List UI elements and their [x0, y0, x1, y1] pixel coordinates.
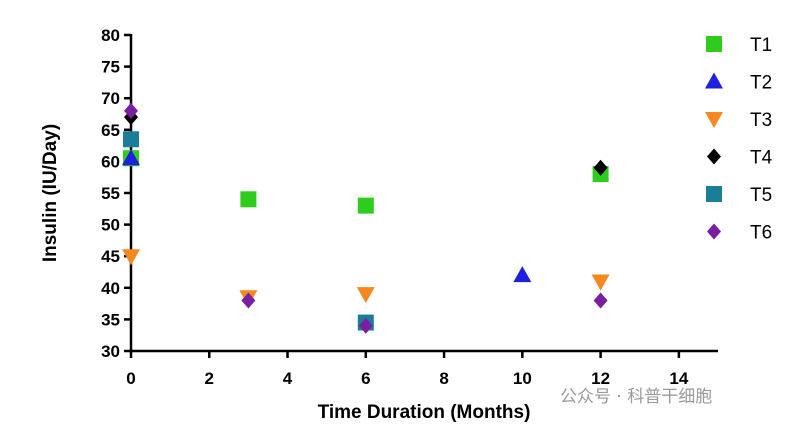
data-point-t6-3 [593, 292, 608, 309]
x-tick-label: 4 [283, 369, 293, 388]
tick-labels: 30 35 40 45 50 55 60 65 70 75 80 0 2 4 6 8 10 12 14 [101, 26, 689, 388]
y-tick-label: 65 [101, 121, 120, 140]
data-point-t2-1 [513, 266, 532, 283]
legend-label-t6: T6 [750, 223, 772, 244]
legend-marker-t1 [706, 36, 722, 52]
y-tick-label: 40 [101, 279, 120, 298]
data-point-t3-3 [591, 274, 610, 291]
x-axis-title: Time Duration (Months) [318, 402, 531, 423]
x-tick-label: 2 [205, 369, 214, 388]
x-tick-label: 10 [513, 369, 532, 388]
x-tick-label: 14 [669, 369, 688, 388]
data-point-t1-2 [357, 197, 374, 214]
y-axis-title: Insulin (IU/Day) [40, 124, 61, 262]
y-tick-label: 75 [101, 58, 120, 77]
y-tick-label: 70 [101, 89, 120, 108]
legend-marker-t5 [706, 186, 722, 202]
legend-label-t5: T5 [750, 185, 772, 206]
data-points [122, 102, 610, 334]
legend-marker-t2 [705, 72, 723, 89]
legend-label-t1: T1 [750, 35, 772, 56]
watermark: 公众号 · 科普干细胞 [560, 387, 712, 407]
data-point-t2-0 [122, 149, 140, 166]
x-tick-label: 6 [361, 369, 370, 388]
y-tick-label: 35 [101, 310, 120, 329]
data-point-t3-0 [122, 249, 140, 266]
legend-label-t2: T2 [750, 73, 772, 94]
y-tick-label: 80 [101, 26, 120, 45]
y-tick-label: 50 [101, 216, 120, 235]
axes [124, 33, 718, 358]
legend-label-t3: T3 [750, 110, 772, 131]
x-tick-label: 8 [439, 369, 448, 388]
data-point-t6-0 [124, 102, 138, 119]
data-point-t3-2 [356, 287, 375, 304]
data-point-t6-2 [358, 317, 373, 334]
data-point-t1-1 [240, 191, 257, 208]
data-point-t6-1 [241, 292, 256, 309]
legend-marker-t6 [707, 223, 721, 240]
y-tick-label: 45 [101, 247, 120, 266]
y-tick-label: 55 [101, 184, 120, 203]
x-tick-label: 0 [126, 369, 135, 388]
legend-label-t4: T4 [750, 148, 773, 169]
legend: T1 T2 T3 T4 T5 T6 [705, 35, 773, 244]
y-tick-label: 30 [101, 342, 120, 361]
legend-marker-t4 [707, 148, 721, 165]
legend-marker-t3 [705, 112, 723, 128]
y-tick-label: 60 [101, 152, 120, 171]
x-tick-label: 12 [591, 369, 610, 388]
data-point-t5-0 [123, 131, 139, 148]
data-point-t4-1 [593, 159, 608, 176]
